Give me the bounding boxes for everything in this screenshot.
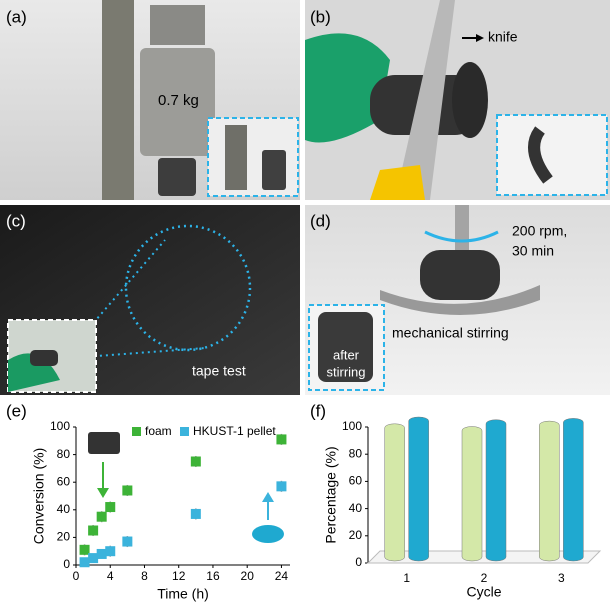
y-tick-label: 80 bbox=[57, 447, 71, 461]
inset-e bbox=[88, 432, 284, 543]
point bbox=[88, 526, 98, 536]
x-tick-label: 1 bbox=[403, 571, 410, 585]
annotation: knife bbox=[488, 29, 518, 45]
point bbox=[105, 502, 115, 512]
x-tick-label: 24 bbox=[275, 569, 289, 583]
y-tick-label: 40 bbox=[349, 501, 363, 515]
point bbox=[105, 546, 115, 556]
legend-swatch bbox=[180, 427, 189, 436]
photo-c bbox=[0, 205, 300, 395]
x-tick-label: 16 bbox=[206, 569, 220, 583]
x-tick-label: 8 bbox=[141, 569, 148, 583]
annotation: after bbox=[333, 347, 360, 362]
annotation: tape test bbox=[192, 363, 246, 379]
x-tick-label: 2 bbox=[481, 571, 488, 585]
y-tick-label: 0 bbox=[355, 555, 362, 569]
legend-label: foam bbox=[145, 424, 172, 438]
annotation: stirring bbox=[326, 364, 365, 379]
annotation: 0.7 kg bbox=[158, 92, 199, 109]
y-tick-label: 20 bbox=[57, 530, 71, 544]
x-axis-label: Time (h) bbox=[157, 586, 209, 602]
y-tick-label: 60 bbox=[57, 474, 71, 488]
y-axis-label: Percentage (%) bbox=[323, 446, 339, 543]
photo-a bbox=[0, 0, 300, 200]
point bbox=[122, 537, 132, 547]
bar bbox=[486, 420, 506, 561]
y-tick-label: 20 bbox=[349, 528, 363, 542]
panel-label: (a) bbox=[6, 7, 27, 26]
point bbox=[88, 553, 98, 563]
annotation: 200 rpm, bbox=[512, 223, 567, 239]
panel-label: (d) bbox=[310, 211, 331, 230]
legend-label: HKUST-1 pellet bbox=[193, 424, 276, 438]
x-tick-label: 20 bbox=[241, 569, 255, 583]
photo-b bbox=[305, 0, 610, 200]
y-tick-label: 60 bbox=[349, 474, 363, 488]
panel-label: (c) bbox=[6, 211, 26, 230]
bar bbox=[409, 417, 429, 561]
figure: (a) 0.7 kg (b) knife (c) tape test (d) 2… bbox=[0, 0, 610, 603]
point bbox=[276, 481, 286, 491]
panel-label: (e) bbox=[6, 401, 27, 420]
bar bbox=[563, 418, 583, 561]
point bbox=[191, 457, 201, 467]
legend-swatch bbox=[132, 427, 141, 436]
annotation: mechanical stirring bbox=[392, 325, 509, 341]
bar bbox=[462, 427, 482, 561]
panel-label: (f) bbox=[310, 401, 326, 420]
point bbox=[80, 545, 90, 555]
y-tick-label: 100 bbox=[342, 419, 362, 433]
y-axis-label: Conversion (%) bbox=[31, 448, 47, 544]
point bbox=[97, 512, 107, 522]
x-tick-label: 4 bbox=[107, 569, 114, 583]
point bbox=[276, 434, 286, 444]
y-tick-label: 0 bbox=[63, 557, 70, 571]
point bbox=[80, 557, 90, 567]
point bbox=[97, 549, 107, 559]
bar bbox=[539, 421, 559, 561]
x-axis-label: Cycle bbox=[466, 584, 501, 600]
panel-label: (b) bbox=[310, 7, 331, 26]
x-tick-label: 12 bbox=[172, 569, 186, 583]
y-tick-label: 100 bbox=[50, 419, 70, 433]
point bbox=[191, 509, 201, 519]
y-tick-label: 80 bbox=[349, 446, 363, 460]
x-tick-label: 0 bbox=[73, 569, 80, 583]
point bbox=[122, 485, 132, 495]
y-tick-label: 40 bbox=[57, 502, 71, 516]
annotation: 30 min bbox=[512, 243, 554, 259]
bar bbox=[385, 424, 405, 561]
x-tick-label: 3 bbox=[558, 571, 565, 585]
